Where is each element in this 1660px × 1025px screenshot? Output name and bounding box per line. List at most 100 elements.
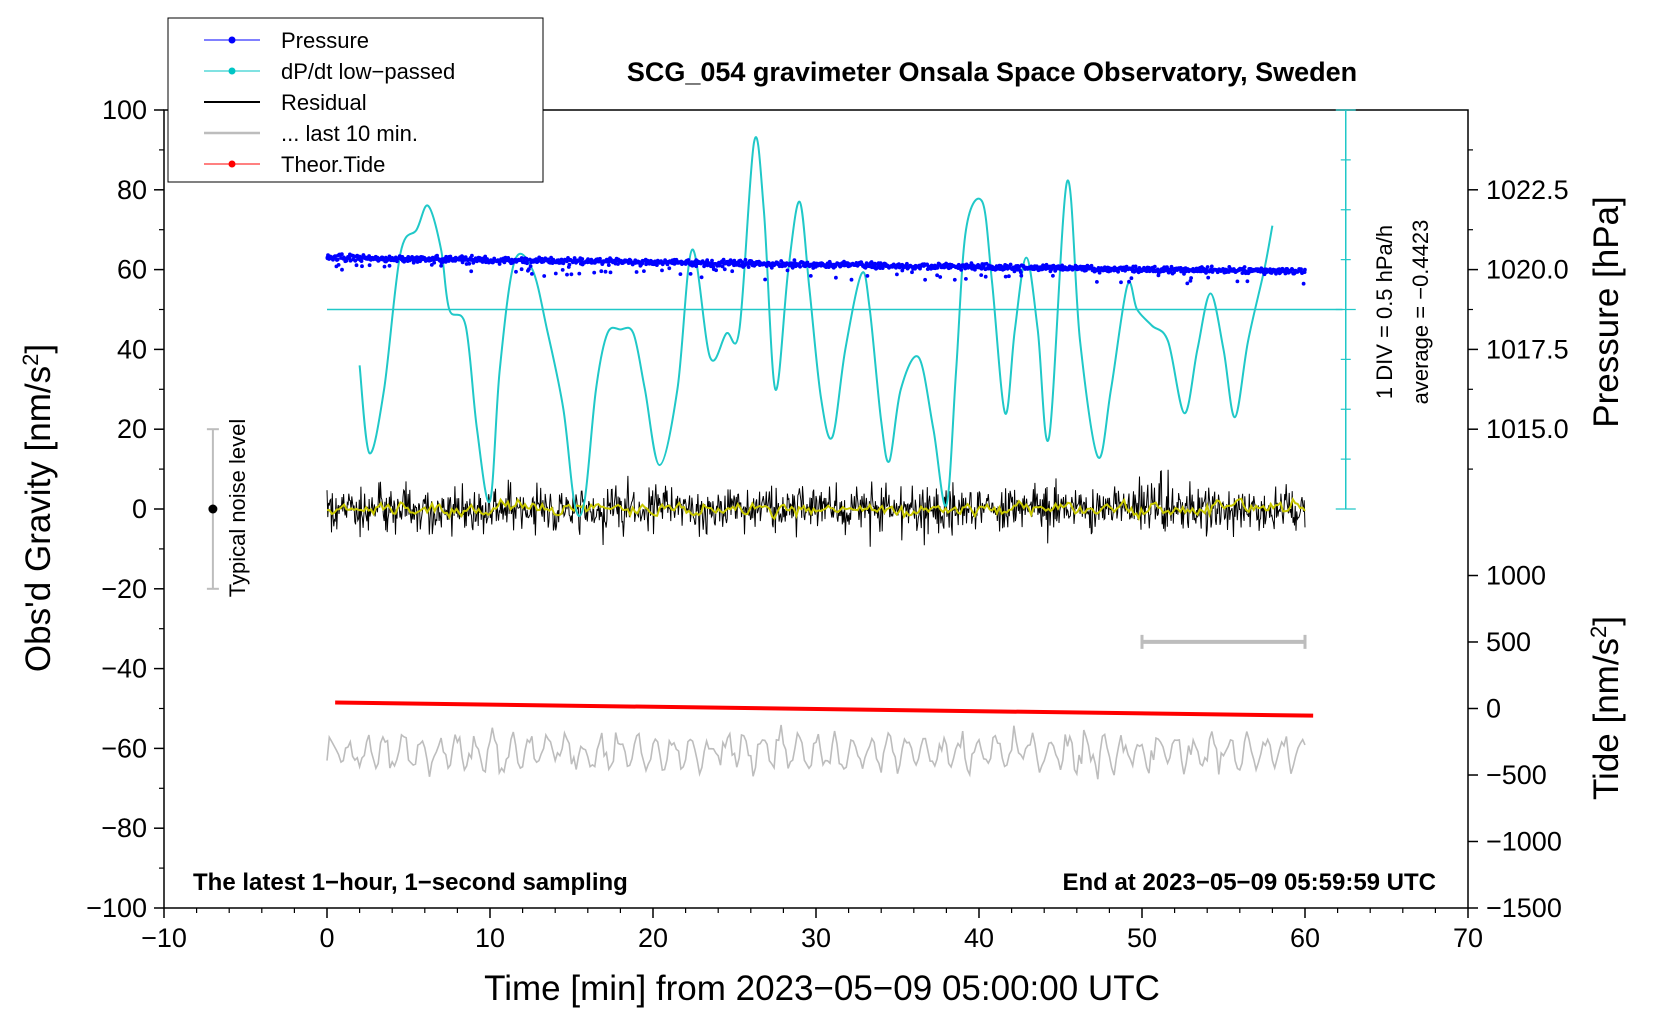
x-tick-label: 50 [1127,923,1157,953]
y-axis-title-tide-text: Tide [nm/s [1587,638,1626,800]
pressure-point [1095,280,1099,284]
pressure-point [470,253,474,258]
pressure-point [730,269,735,274]
series-residual-smoothed [326,496,1306,522]
pressure-point [1205,265,1210,269]
x-axis-title: Time [min] from 2023−05−09 05:00:00 UTC [484,969,1160,1008]
pressure-point [785,268,790,273]
series-theor-tide [335,700,1314,718]
footer-left-label: The latest 1−hour, 1−second sampling [193,869,628,896]
pressure-point [577,271,582,276]
y-tick-label: 40 [117,334,147,364]
pressure-point [335,257,340,262]
tide-tick-label: −500 [1486,760,1547,790]
pressure-point [935,273,939,278]
noise-label: Typical noise level [225,419,250,598]
tide-tick-label: −1500 [1486,893,1562,923]
pressure-point [865,274,870,278]
y-tick-label: 60 [117,255,147,285]
pressure-point [525,261,529,266]
legend-label: Theor.Tide [281,152,385,177]
x-tick-label: 30 [801,923,831,953]
pressure-point [720,264,725,269]
pressure-point [634,270,639,274]
legend-label: dP/dt low−passed [281,59,455,84]
y-tick-label: −40 [101,654,147,684]
pressure-point [983,274,988,279]
tide-tick-label: 0 [1486,694,1501,724]
noise-center-point [208,504,218,514]
pressure-point [340,267,344,272]
pressure-point [1019,273,1024,278]
pressure-point [710,258,714,263]
pressure-point [746,262,750,266]
pressure-tick-label: 1017.5 [1486,334,1569,364]
pressure-point [367,263,372,268]
series-last10 [326,724,1306,780]
pressure-point [542,274,547,278]
pressure-point [763,277,767,282]
pressure-point [1119,280,1123,285]
pressure-point [387,263,392,268]
pressure-tick-label: 1020.0 [1486,255,1569,285]
pressure-point [1299,267,1303,271]
y-axis-title-tide-close: ] [1587,616,1626,626]
average-label: average = −0.4423 [1408,220,1433,405]
y-tick-label: 0 [132,494,147,524]
pressure-point [714,268,718,273]
legend-box [167,17,544,183]
pressure-point [603,269,608,274]
y-axis-title-left: Obs'd Gravity [nm/s2] [18,344,58,672]
pressure-point [667,266,672,271]
pressure-point [1127,279,1131,284]
pressure-point [743,257,748,262]
pressure-point [979,273,984,277]
pressure-point [1301,281,1306,286]
y-tick-label: 100 [102,95,147,125]
pressure-point [336,263,341,267]
legend-marker [228,36,236,44]
pressure-point [527,267,531,271]
pressure-point [565,272,569,277]
pressure-point [1268,267,1272,272]
pressure-point [792,258,797,262]
pressure-point [580,257,585,261]
pressure-point [387,254,392,259]
x-tick-label: 10 [475,923,505,953]
y-tick-label: −100 [86,893,147,923]
y-axis-title-left-text: Obs'd Gravity [nm/s [19,366,58,672]
pressure-point [769,265,774,270]
legend-marker [228,67,236,75]
pressure-point [599,269,604,274]
pressure-point [790,265,795,270]
pressure-point [834,275,838,280]
series-dpdt [358,136,1274,517]
legend-label: Residual [281,90,367,115]
y-tick-label: −60 [101,733,147,763]
pressure-point [849,277,854,282]
y-axis-title-left-sup: 2 [18,354,43,366]
pressure-point [694,264,699,269]
pressure-point [1188,279,1193,283]
pressure-point [354,263,359,268]
pressure-point [1290,268,1295,272]
pressure-point [1206,275,1211,280]
pressure-point [699,275,704,280]
pressure-point [688,272,693,276]
pressure-point [1003,274,1008,279]
pressure-point [833,264,838,269]
pressure-point [333,254,337,259]
pressure-point [1129,276,1134,281]
x-tick-label: −10 [141,923,187,953]
pressure-point [565,259,569,264]
pressure-point [1189,276,1193,280]
pressure-point [429,263,434,267]
pressure-point [360,264,364,269]
pressure-tick-label: 1015.0 [1486,414,1569,444]
pressure-point [514,269,518,274]
pressure-point [905,261,909,266]
pressure-point [1008,262,1013,267]
pressure-point [808,274,813,278]
pressure-point [541,259,546,264]
